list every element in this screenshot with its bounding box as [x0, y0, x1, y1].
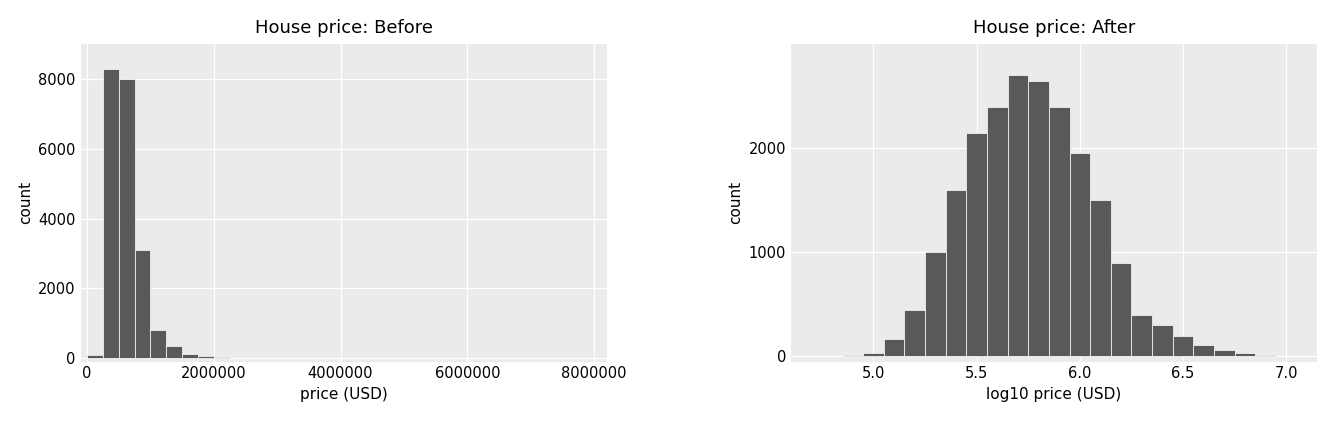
X-axis label: price (USD): price (USD): [300, 387, 387, 402]
Bar: [863, 353, 884, 356]
Bar: [181, 354, 198, 358]
Bar: [214, 357, 230, 358]
Bar: [966, 133, 986, 356]
Bar: [1214, 350, 1235, 356]
Bar: [946, 190, 966, 356]
Bar: [1090, 200, 1110, 356]
Bar: [1235, 353, 1255, 356]
Bar: [198, 356, 214, 358]
X-axis label: log10 price (USD): log10 price (USD): [986, 387, 1122, 402]
Y-axis label: count: count: [17, 181, 32, 224]
Bar: [1048, 107, 1070, 356]
Bar: [134, 250, 151, 358]
Bar: [1173, 336, 1193, 356]
Bar: [103, 68, 118, 358]
Bar: [1028, 81, 1048, 356]
Bar: [843, 355, 863, 356]
Bar: [905, 310, 925, 356]
Bar: [1070, 153, 1090, 356]
Bar: [1110, 263, 1132, 356]
Bar: [1132, 315, 1152, 356]
Bar: [118, 79, 134, 358]
Bar: [1255, 355, 1275, 356]
Bar: [986, 107, 1008, 356]
Bar: [1152, 325, 1173, 356]
Bar: [925, 252, 946, 356]
Bar: [1193, 345, 1214, 356]
Bar: [87, 355, 103, 358]
Bar: [884, 339, 905, 356]
Bar: [1008, 75, 1028, 356]
Bar: [167, 346, 181, 358]
Title: House price: Before: House price: Before: [255, 19, 433, 37]
Title: House price: After: House price: After: [973, 19, 1136, 37]
Bar: [151, 330, 167, 358]
Y-axis label: count: count: [728, 181, 743, 224]
